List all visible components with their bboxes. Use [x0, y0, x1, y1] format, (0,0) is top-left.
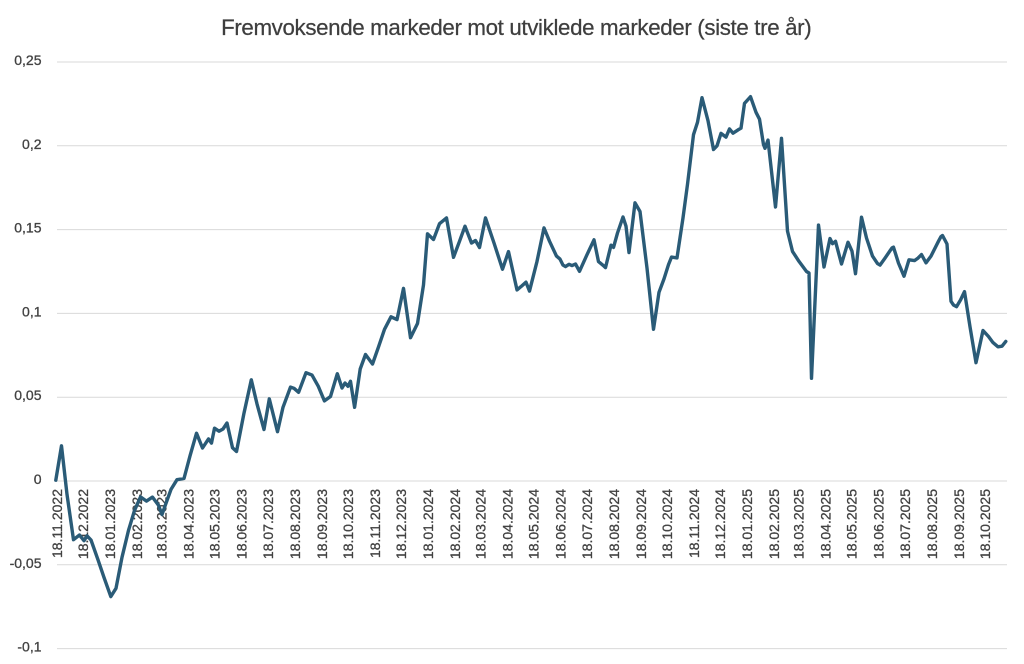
svg-text:18.11.2022: 18.11.2022: [49, 489, 65, 558]
svg-text:18.04.2023: 18.04.2023: [181, 489, 197, 559]
svg-text:18.02.2025: 18.02.2025: [766, 489, 782, 559]
svg-text:18.11.2024: 18.11.2024: [686, 489, 702, 558]
svg-text:0,15: 0,15: [14, 220, 41, 236]
svg-text:18.01.2024: 18.01.2024: [420, 489, 436, 559]
svg-text:18.05.2023: 18.05.2023: [207, 489, 223, 559]
svg-text:18.03.2025: 18.03.2025: [791, 489, 807, 559]
svg-text:18.08.2025: 18.08.2025: [924, 489, 940, 559]
svg-text:18.02.2024: 18.02.2024: [447, 489, 463, 559]
svg-text:18.07.2023: 18.07.2023: [260, 489, 276, 559]
svg-text:18.01.2023: 18.01.2023: [102, 489, 118, 559]
svg-text:18.05.2025: 18.05.2025: [844, 489, 860, 559]
svg-text:18.09.2024: 18.09.2024: [633, 489, 649, 559]
svg-text:0: 0: [34, 471, 42, 487]
svg-text:18.04.2025: 18.04.2025: [818, 489, 834, 559]
svg-text:18.03.2024: 18.03.2024: [473, 489, 489, 559]
svg-text:18.12.2022: 18.12.2022: [75, 489, 91, 559]
svg-text:-0,05: -0,05: [10, 555, 42, 571]
svg-text:18.06.2024: 18.06.2024: [553, 489, 569, 559]
svg-text:18.11.2023: 18.11.2023: [367, 489, 383, 558]
svg-text:0,2: 0,2: [22, 136, 42, 152]
svg-text:18.09.2023: 18.09.2023: [314, 489, 330, 559]
svg-text:18.08.2024: 18.08.2024: [606, 489, 622, 559]
svg-text:18.10.2023: 18.10.2023: [340, 489, 356, 559]
svg-text:Fremvoksende markeder mot utvi: Fremvoksende markeder mot utviklede mark…: [221, 15, 811, 40]
svg-text:18.02.2023: 18.02.2023: [129, 489, 145, 559]
svg-text:18.10.2025: 18.10.2025: [977, 489, 993, 559]
svg-text:18.08.2023: 18.08.2023: [287, 489, 303, 559]
svg-text:0,25: 0,25: [14, 52, 41, 68]
svg-text:0,1: 0,1: [22, 303, 42, 319]
svg-text:18.05.2024: 18.05.2024: [526, 489, 542, 559]
svg-text:18.09.2025: 18.09.2025: [951, 489, 967, 559]
svg-text:18.07.2025: 18.07.2025: [897, 489, 913, 559]
svg-text:18.07.2024: 18.07.2024: [579, 489, 595, 559]
svg-text:18.04.2024: 18.04.2024: [500, 489, 516, 559]
svg-text:18.10.2024: 18.10.2024: [659, 489, 675, 559]
svg-text:18.06.2025: 18.06.2025: [871, 489, 887, 559]
svg-text:-0,1: -0,1: [17, 639, 41, 655]
svg-text:18.01.2025: 18.01.2025: [739, 489, 755, 559]
svg-text:18.06.2023: 18.06.2023: [234, 489, 250, 559]
svg-text:0,05: 0,05: [14, 387, 41, 403]
svg-text:18.12.2024: 18.12.2024: [712, 489, 728, 559]
svg-text:18.12.2023: 18.12.2023: [393, 489, 409, 559]
